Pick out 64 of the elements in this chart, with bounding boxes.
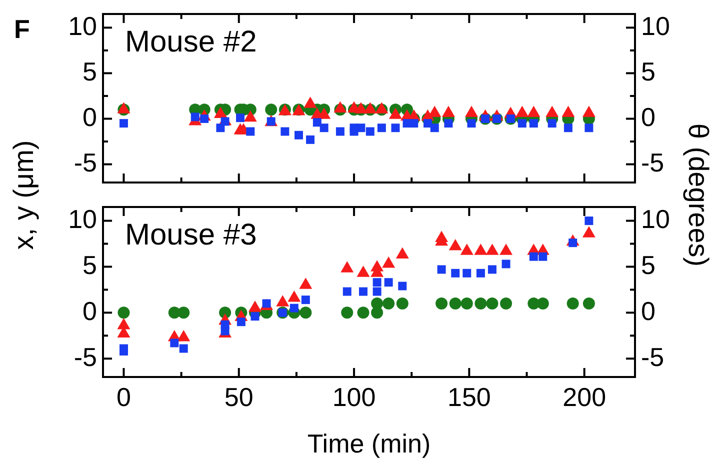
y2-tick-label: 0 (641, 296, 656, 326)
y-tick-label: 10 (68, 204, 97, 234)
point (119, 347, 128, 356)
point (299, 278, 312, 289)
y2-tick-label: -5 (641, 147, 664, 178)
point (236, 318, 246, 326)
point (250, 312, 260, 321)
point (476, 268, 485, 278)
point (538, 252, 548, 261)
point (500, 244, 513, 255)
point (396, 247, 409, 259)
x-tick-label: 50 (224, 382, 254, 412)
annotation: Mouse #2 (125, 25, 257, 58)
point (451, 268, 460, 278)
x-tick-label: 200 (562, 382, 606, 412)
y-tick-label: -5 (74, 342, 97, 372)
x-axis-title: Time (min) (307, 428, 431, 459)
point (301, 296, 310, 304)
point (359, 287, 368, 296)
point (117, 318, 130, 330)
annotation: Mouse #3 (125, 218, 257, 252)
y2-tick-label: 5 (641, 250, 656, 280)
point (248, 300, 262, 312)
point (372, 278, 382, 287)
point (502, 260, 510, 268)
point (220, 326, 230, 336)
point (529, 252, 538, 261)
y-tick-label: 0 (82, 296, 97, 326)
point (384, 278, 393, 287)
point (179, 344, 188, 353)
x-tick-label: 0 (116, 382, 131, 412)
y2-tick-label: 10 (641, 10, 670, 41)
y-tick-label: -5 (74, 147, 97, 178)
point (356, 266, 370, 277)
point (276, 295, 290, 306)
point (382, 256, 396, 268)
point (437, 265, 446, 274)
point (488, 265, 496, 274)
x-tick-label: 100 (332, 382, 376, 412)
y2-tick-label: 0 (641, 102, 656, 132)
point (372, 287, 382, 296)
y-tick-label: 5 (82, 250, 97, 280)
point (342, 287, 352, 296)
point (582, 226, 596, 238)
y-tick-label: 0 (82, 102, 97, 132)
y-tick-label: 10 (68, 10, 97, 41)
y2-tick-label: 5 (641, 56, 656, 86)
chart-title: F (14, 14, 30, 45)
point (340, 261, 354, 272)
point (398, 282, 407, 290)
point (170, 338, 179, 348)
y2-tick-label: -5 (641, 342, 664, 372)
point (290, 304, 298, 312)
x-tick-label: 150 (447, 382, 491, 412)
point (288, 290, 301, 302)
point (486, 244, 499, 255)
point (460, 244, 474, 255)
y2-tick-label: 10 (641, 204, 670, 234)
y-tick-label: 5 (82, 56, 97, 86)
y-axis-title: x, y (μm) (8, 140, 40, 250)
point (462, 268, 472, 278)
point (448, 239, 462, 250)
point (474, 244, 488, 255)
y2-axis-title: θ (degrees) (682, 123, 714, 267)
